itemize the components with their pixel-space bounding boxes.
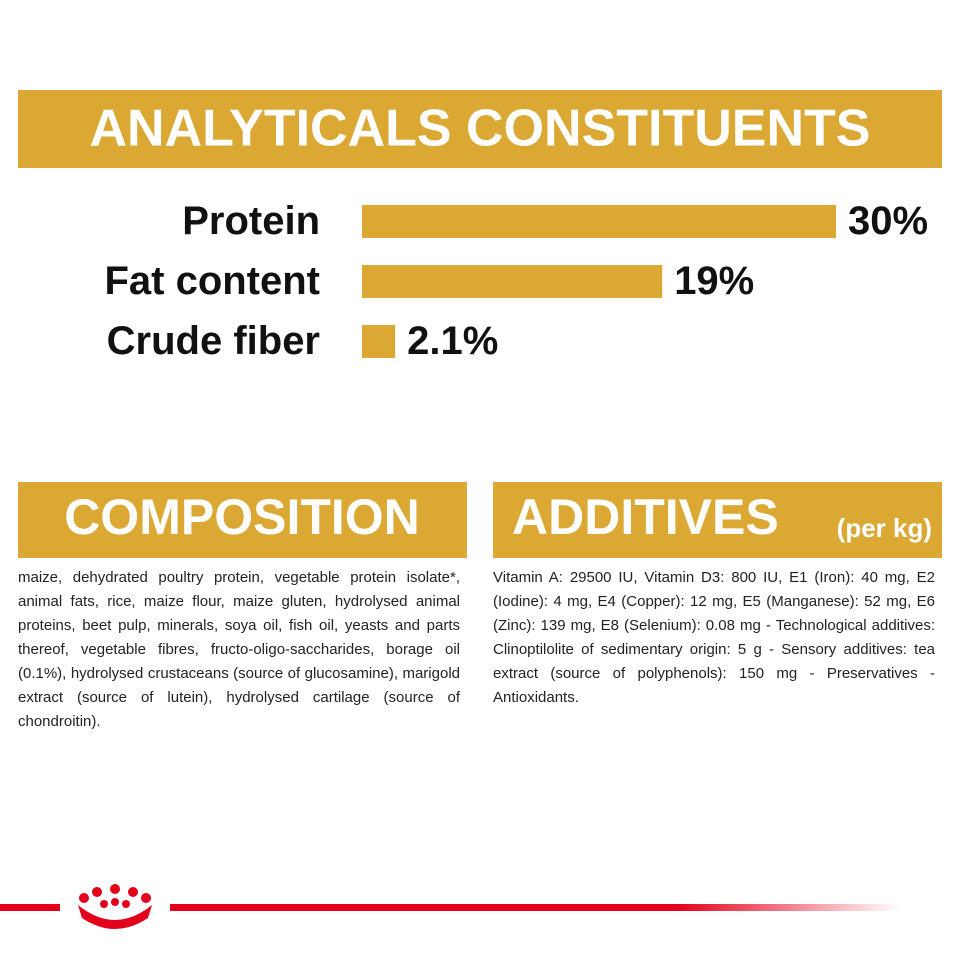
additives-title: ADDITIVES <box>512 489 779 545</box>
composition-band <box>18 482 467 558</box>
value-label: 19% <box>674 259 754 303</box>
bar <box>362 325 396 358</box>
brand-line <box>0 904 900 911</box>
bar <box>362 265 663 298</box>
additives-text: Vitamin A: 29500 IU, Vitamin D3: 800 IU,… <box>493 569 935 706</box>
value-label: 30% <box>848 199 928 243</box>
category-label: Protein <box>182 199 320 243</box>
composition-text: maize, dehydrated poultry protein, veget… <box>18 569 460 730</box>
title-band <box>18 90 942 168</box>
chart-title: ANALYTICALS CONSTITUENTS <box>90 100 871 158</box>
category-label: Fat content <box>104 259 320 303</box>
bar <box>362 205 836 238</box>
additives-band <box>493 482 942 558</box>
brand-logo <box>60 884 170 929</box>
value-label: 2.1% <box>407 319 498 363</box>
composition-title: COMPOSITION <box>64 489 420 545</box>
category-label: Crude fiber <box>107 319 320 363</box>
additives-subtitle: (per kg) <box>837 513 932 543</box>
